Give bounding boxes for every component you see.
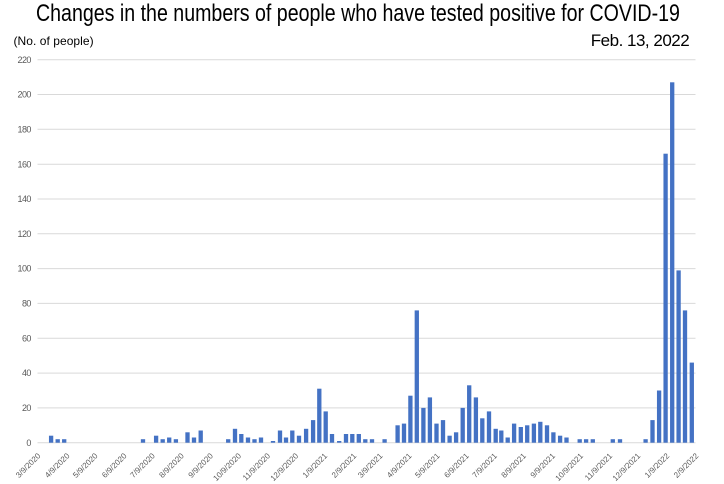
svg-text:8/9/2020: 8/9/2020 [157,451,186,480]
svg-text:8/9/2021: 8/9/2021 [500,451,529,480]
svg-text:11/9/2021: 11/9/2021 [583,451,614,482]
svg-text:40: 40 [22,368,31,378]
svg-text:2/9/2021: 2/9/2021 [330,451,359,480]
svg-text:9/9/2021: 9/9/2021 [529,451,558,480]
svg-text:6/9/2021: 6/9/2021 [442,451,471,480]
svg-text:0: 0 [26,438,31,448]
svg-text:200: 200 [18,90,32,100]
svg-text:100: 100 [18,264,32,274]
svg-text:7/9/2021: 7/9/2021 [471,451,500,480]
svg-text:12/9/2021: 12/9/2021 [611,451,643,483]
svg-text:5/9/2020: 5/9/2020 [71,451,100,480]
svg-text:1/9/2021: 1/9/2021 [301,451,330,480]
svg-text:140: 140 [18,194,32,204]
svg-text:10/9/2021: 10/9/2021 [554,451,586,483]
svg-text:3/9/2020: 3/9/2020 [14,451,43,480]
svg-text:60: 60 [22,333,31,343]
svg-text:220: 220 [18,55,32,65]
svg-text:5/9/2021: 5/9/2021 [413,451,442,480]
svg-text:4/9/2020: 4/9/2020 [43,451,72,480]
svg-text:4/9/2021: 4/9/2021 [385,451,414,480]
svg-text:6/9/2020: 6/9/2020 [100,451,129,480]
svg-text:2/9/2022: 2/9/2022 [672,451,701,480]
svg-text:11/9/2020: 11/9/2020 [241,451,272,482]
svg-text:10/9/2020: 10/9/2020 [211,451,243,483]
svg-text:120: 120 [18,229,32,239]
svg-text:1/9/2022: 1/9/2022 [643,451,672,480]
svg-text:80: 80 [22,299,31,309]
svg-text:20: 20 [22,403,31,413]
svg-text:7/9/2020: 7/9/2020 [128,451,157,480]
svg-text:3/9/2021: 3/9/2021 [356,451,385,480]
svg-text:9/9/2020: 9/9/2020 [187,451,216,480]
svg-text:160: 160 [18,159,32,169]
svg-text:180: 180 [18,124,32,134]
svg-text:12/9/2020: 12/9/2020 [269,451,301,483]
